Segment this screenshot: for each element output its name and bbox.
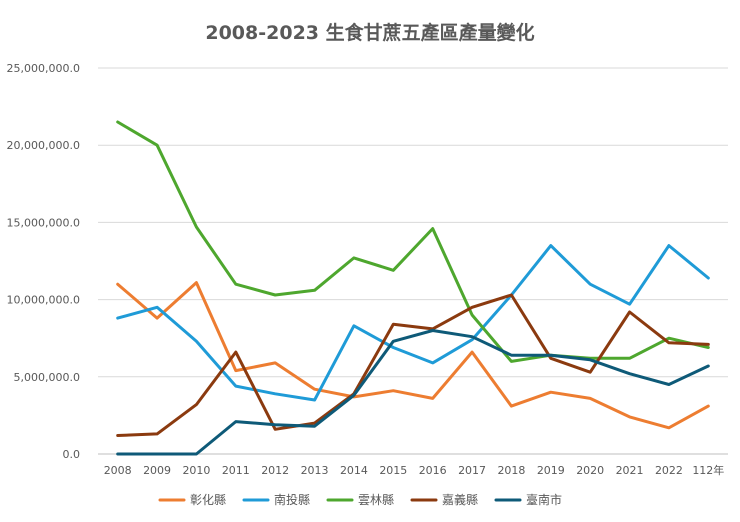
y-tick-label: 5,000,000.0 xyxy=(14,371,80,384)
series-line xyxy=(116,120,710,363)
series-line xyxy=(116,244,710,402)
x-tick-label: 112年 xyxy=(692,463,724,477)
x-tick-label: 2012 xyxy=(261,464,289,477)
legend-label: 南投縣 xyxy=(274,492,310,507)
series-line xyxy=(116,293,710,437)
x-tick-label: 2020 xyxy=(576,464,604,477)
y-tick-label: 0.0 xyxy=(63,448,81,461)
y-axis-ticks: 0.0 5,000,000.0 10,000,000.0 15,000,000.0 20… xyxy=(7,62,80,461)
x-tick-label: 2019 xyxy=(537,464,565,477)
y-tick-label: 20,000,000.0 xyxy=(7,139,80,152)
x-tick-label: 2017 xyxy=(458,464,486,477)
gridlines xyxy=(98,67,728,455)
x-tick-label: 2010 xyxy=(182,464,210,477)
x-tick-label: 2009 xyxy=(143,464,171,477)
x-tick-label: 2008 xyxy=(104,464,132,477)
x-tick-label: 2011 xyxy=(222,464,250,477)
x-tick-label: 2016 xyxy=(419,464,447,477)
legend-label: 臺南市 xyxy=(526,492,562,507)
x-tick-label: 2014 xyxy=(340,464,368,477)
y-tick-label: 25,000,000.0 xyxy=(7,62,80,75)
legend-label: 彰化縣 xyxy=(190,492,226,507)
x-tick-label: 2021 xyxy=(616,464,644,477)
x-tick-label: 2018 xyxy=(497,464,525,477)
x-axis-ticks: 2008 2009 2010 2011 2012 2013 2014 2015 2016 2017… xyxy=(104,463,725,477)
x-tick-label: 2022 xyxy=(655,464,683,477)
series-line xyxy=(116,329,710,456)
chart-title: 2008-2023 生食甘蔗五產區產量變化 xyxy=(205,22,535,44)
series-line xyxy=(116,281,710,430)
x-tick-label: 2015 xyxy=(379,464,407,477)
y-tick-label: 10,000,000.0 xyxy=(7,294,80,307)
legend-label: 嘉義縣 xyxy=(442,492,478,507)
legend: 彰化縣 南投縣 雲林縣 嘉義縣 臺南市 xyxy=(158,492,562,507)
x-tick-label: 2013 xyxy=(301,464,329,477)
series-lines xyxy=(116,120,710,456)
y-tick-label: 15,000,000.0 xyxy=(7,216,80,229)
legend-label: 雲林縣 xyxy=(358,493,394,507)
